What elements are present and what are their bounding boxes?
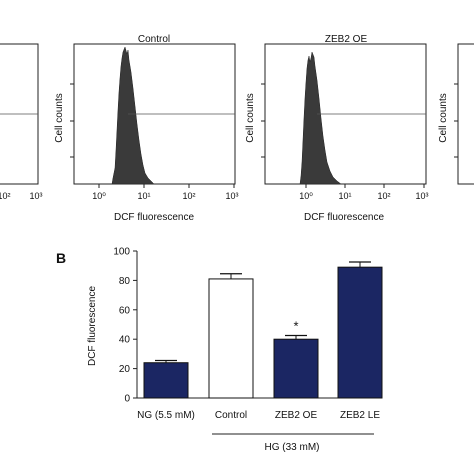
bars: * [143, 261, 383, 399]
y-tick-label: 60 [119, 305, 131, 316]
y-tick-label: 0 [124, 394, 130, 405]
histogram-plot-4: Cell counts [438, 43, 474, 185]
plot-zeb2-oe-histogram [299, 51, 342, 185]
plot-control-ylabel: Cell counts [54, 93, 65, 142]
plot-1-tick-2: 10² [0, 191, 11, 201]
plot-control-tick-0: 10⁰ [92, 191, 106, 201]
y-ticks: 0 20 40 60 80 100 [113, 247, 137, 405]
histogram-plot-1: 10² 10³ [0, 43, 43, 201]
plot-zeb2-oe-tick-0: 10⁰ [299, 191, 313, 201]
bar [143, 362, 189, 399]
plot-zeb2-oe-title: ZEB2 OE [325, 34, 368, 45]
histogram-plot-control: Control Cell counts 10⁰ 10¹ 10² 10³ DCF … [54, 34, 239, 223]
plot-control-xlabel: DCF fluorescence [114, 212, 194, 223]
panel-b-label: B [56, 250, 66, 266]
x-tick-label: ZEB2 LE [340, 410, 380, 421]
group-label: HG (33 mM) [265, 442, 320, 453]
plot-zeb2-oe-tick-3: 10³ [415, 191, 428, 201]
x-tick-label: ZEB2 OE [275, 410, 318, 421]
plot-4-frame [457, 43, 474, 185]
plot-zeb2-oe-tick-1: 10¹ [338, 191, 351, 201]
panel-a: 10² 10³ Control Cell counts 10⁰ 10¹ 10² … [0, 34, 474, 223]
bar [273, 338, 319, 399]
x-tick-label: Control [215, 410, 247, 421]
y-tick-label: 100 [113, 247, 130, 258]
y-tick-label: 80 [119, 276, 131, 287]
plot-control-title: Control [138, 34, 170, 45]
significance-marker: * [293, 319, 298, 334]
y-tick-label: 40 [119, 335, 131, 346]
y-axis-label: DCF fluorescence [87, 286, 98, 366]
plot-zeb2-oe-xlabel: DCF fluorescence [304, 212, 384, 223]
bar [208, 278, 254, 399]
plot-1-tick-3: 10³ [29, 191, 42, 201]
y-tick-label: 20 [119, 364, 131, 375]
panel-b-bar-chart: B DCF fluorescence 0 20 40 60 80 100 * NG (5.… [56, 247, 383, 453]
plot-control-tick-1: 10¹ [137, 191, 150, 201]
plot-control-tick-2: 10² [182, 191, 195, 201]
x-tick-label: NG (5.5 mM) [137, 410, 195, 421]
plot-zeb2-oe-tick-2: 10² [377, 191, 390, 201]
bar [337, 266, 383, 399]
plot-zeb2-oe-ylabel: Cell counts [245, 93, 256, 142]
plot-control-histogram [111, 46, 155, 185]
histogram-plot-zeb2-oe: ZEB2 OE Cell counts 10⁰ 10¹ 10² 10³ DCF … [245, 34, 429, 223]
plot-4-ylabel: Cell counts [438, 93, 449, 142]
x-tick-labels: NG (5.5 mM) Control ZEB2 OE ZEB2 LE [137, 410, 380, 421]
plot-control-tick-3: 10³ [225, 191, 238, 201]
